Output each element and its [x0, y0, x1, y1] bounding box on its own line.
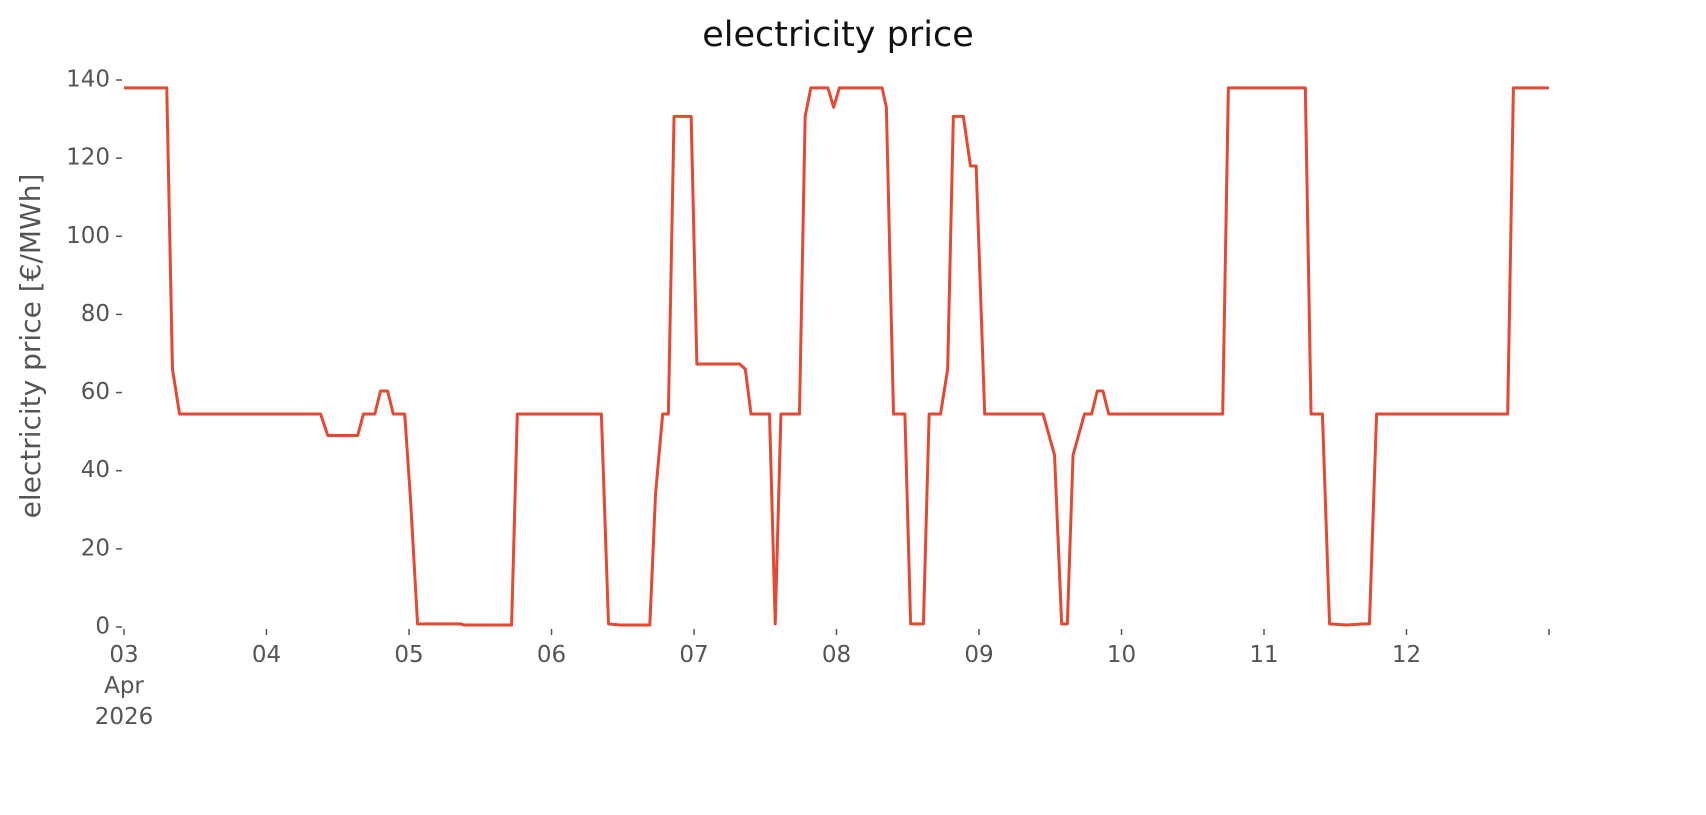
chart-title: electricity price [702, 15, 974, 55]
y-tick-label: 100 [66, 223, 110, 249]
x-tick-label: 07 [679, 642, 709, 668]
x-tick-label: 05 [394, 642, 424, 668]
x-tick-label: 10 [1106, 642, 1137, 668]
x-tick-label: 12 [1391, 642, 1422, 668]
y-tick-label: 0 [95, 614, 110, 640]
y-tick-label: 40 [81, 457, 110, 483]
y-tick-label: 120 [66, 145, 110, 171]
x-tick-label: 11 [1249, 642, 1279, 668]
y-tick-label: 20 [81, 535, 110, 561]
x-tick-label: 06 [536, 642, 567, 668]
y-tick-label: 140 [66, 67, 110, 93]
y-tick-label: 80 [81, 301, 110, 327]
x-tick-label: 09 [964, 642, 994, 668]
y-axis-label: electricity price [€/MWh] [14, 174, 47, 519]
price-line [124, 86, 1549, 627]
x-tick-label: 08 [821, 642, 852, 668]
x-tick-label: 04 [251, 642, 282, 668]
y-tick-label: 60 [81, 379, 110, 405]
x-tick-label: 03 Apr 2026 [94, 642, 154, 730]
